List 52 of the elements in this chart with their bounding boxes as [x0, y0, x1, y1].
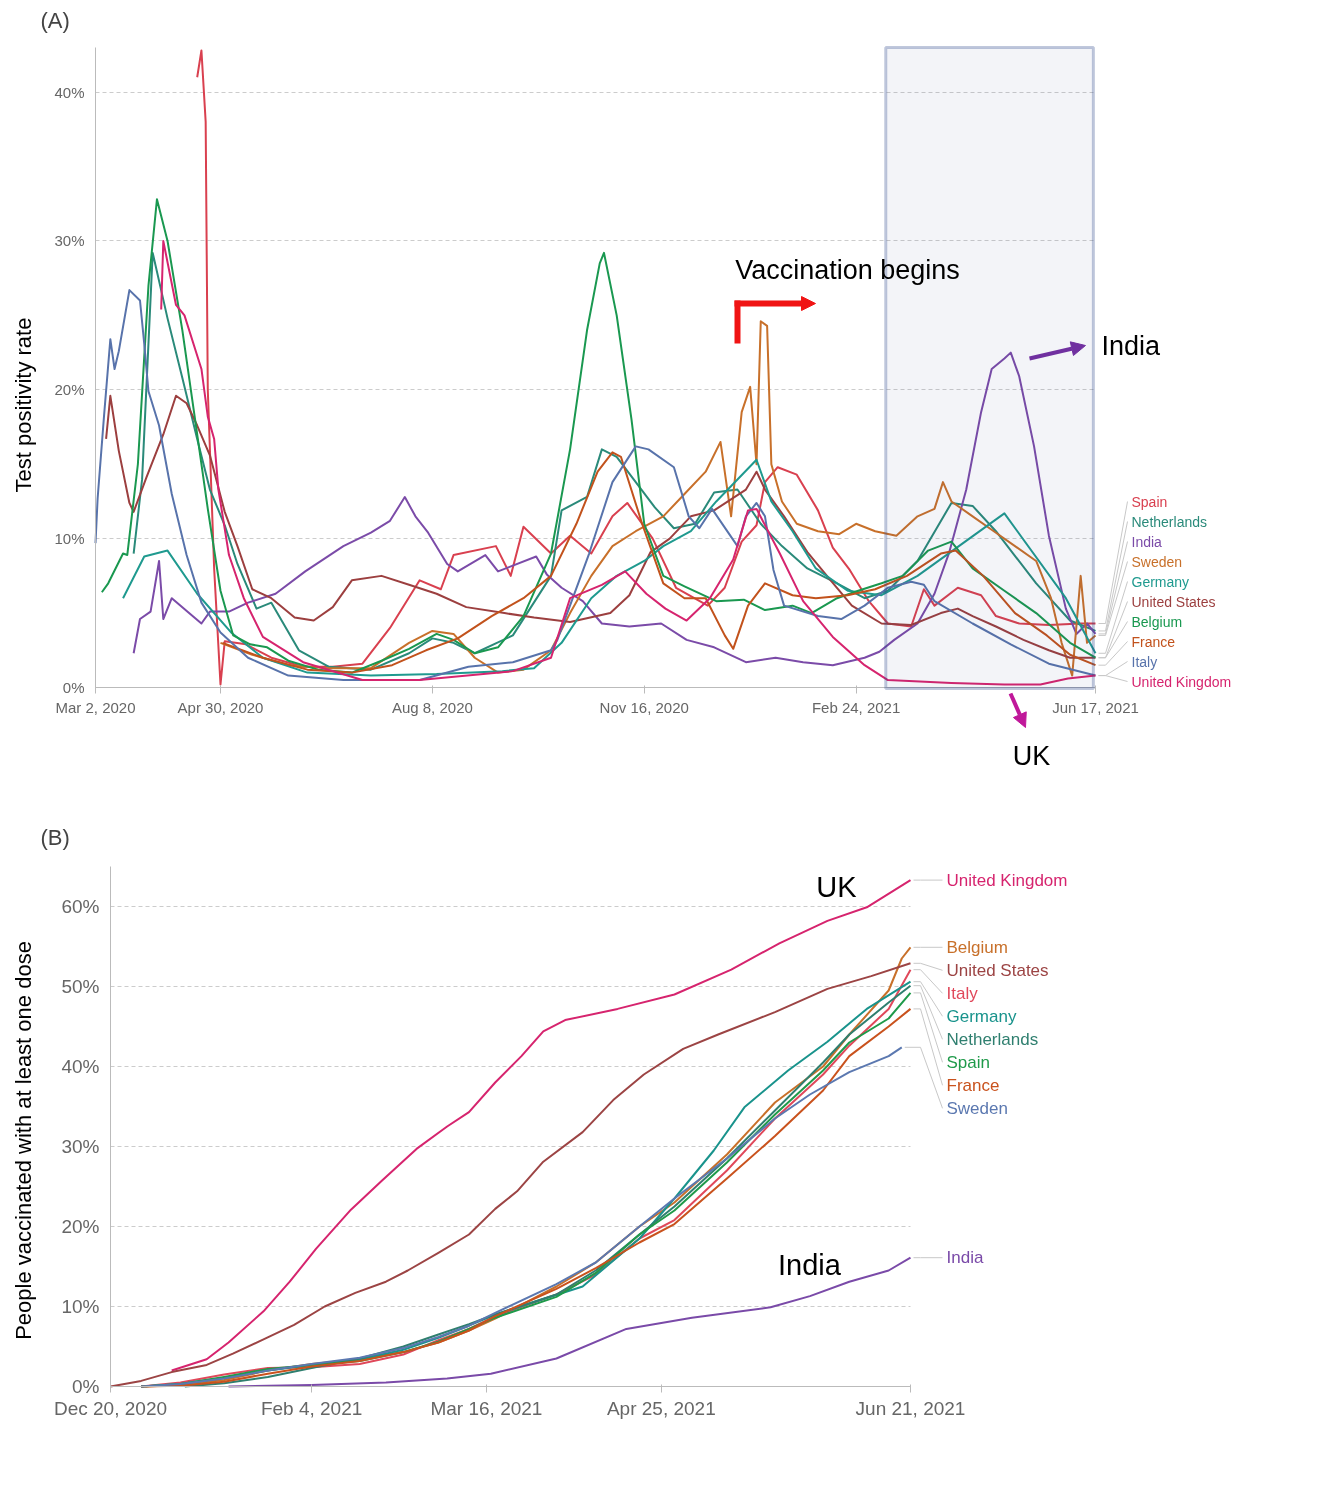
- x-tick-label: Dec 20, 2020: [53, 1397, 168, 1419]
- x-tick-label: Jun 21, 2021: [855, 1397, 966, 1419]
- text: Belgium: [1131, 613, 1183, 630]
- text: (A): [40, 7, 70, 33]
- text: France: [946, 1075, 1000, 1095]
- text: Italy: [946, 983, 979, 1003]
- y-tick-label: 40%: [54, 83, 85, 101]
- y-tick-label: 10%: [61, 1296, 100, 1317]
- text: Belgium: [946, 937, 1008, 957]
- text: United Kingdom: [946, 870, 1068, 890]
- text: Germany: [946, 1006, 1017, 1026]
- text: Netherlands: [1131, 513, 1207, 530]
- text: Netherlands: [946, 1029, 1039, 1049]
- y-tick-label: 0%: [72, 1376, 100, 1397]
- y-tick-label: 20%: [61, 1216, 100, 1237]
- annotation: Vaccination begins: [735, 254, 960, 285]
- text: United States: [1131, 593, 1216, 610]
- text: (B): [40, 824, 70, 850]
- text: Spain: [1131, 493, 1168, 510]
- y-tick-label: 60%: [61, 896, 100, 917]
- y-tick-label: 10%: [54, 530, 85, 548]
- y-tick-label: 30%: [54, 232, 85, 250]
- y-tick-label: 20%: [54, 381, 85, 399]
- x-tick-label: Apr 25, 2021: [606, 1397, 716, 1419]
- text: UK: [1012, 740, 1051, 771]
- y-tick-label: 30%: [61, 1136, 100, 1157]
- text: Sweden: [1131, 553, 1183, 570]
- text: India: [1101, 330, 1162, 361]
- x-tick-label: Feb 4, 2021: [260, 1397, 363, 1419]
- y-tick-label: 40%: [61, 1056, 100, 1077]
- text: India: [946, 1248, 984, 1268]
- x-tick-label: Feb 24, 2021: [811, 698, 901, 716]
- x-tick-label: Jun 17, 2021: [1052, 698, 1139, 716]
- y-tick-label: 0%: [62, 679, 85, 696]
- text: Germany: [1131, 573, 1190, 590]
- y-axis-title: People vaccinated with at least one dose: [10, 941, 36, 1340]
- text: Italy: [1131, 653, 1158, 670]
- x-tick-label: Apr 30, 2020: [177, 698, 264, 716]
- text: India: [1131, 533, 1163, 550]
- x-tick-label: Aug 8, 2020: [391, 698, 473, 716]
- text: Sweden: [946, 1098, 1008, 1118]
- x-tick-label: Mar 16, 2021: [430, 1397, 543, 1419]
- text: United States: [946, 960, 1049, 980]
- annotation: India: [778, 1248, 842, 1281]
- text: Spain: [946, 1052, 990, 1072]
- annotation: UK: [816, 870, 858, 903]
- y-tick-label: 50%: [61, 976, 100, 997]
- x-tick-label: Nov 16, 2020: [599, 698, 689, 716]
- text: United Kingdom: [1131, 673, 1232, 690]
- text: France: [1131, 633, 1176, 650]
- y-axis-title: Test positivity rate: [10, 317, 36, 493]
- x-tick-label: Mar 2, 2020: [55, 698, 136, 716]
